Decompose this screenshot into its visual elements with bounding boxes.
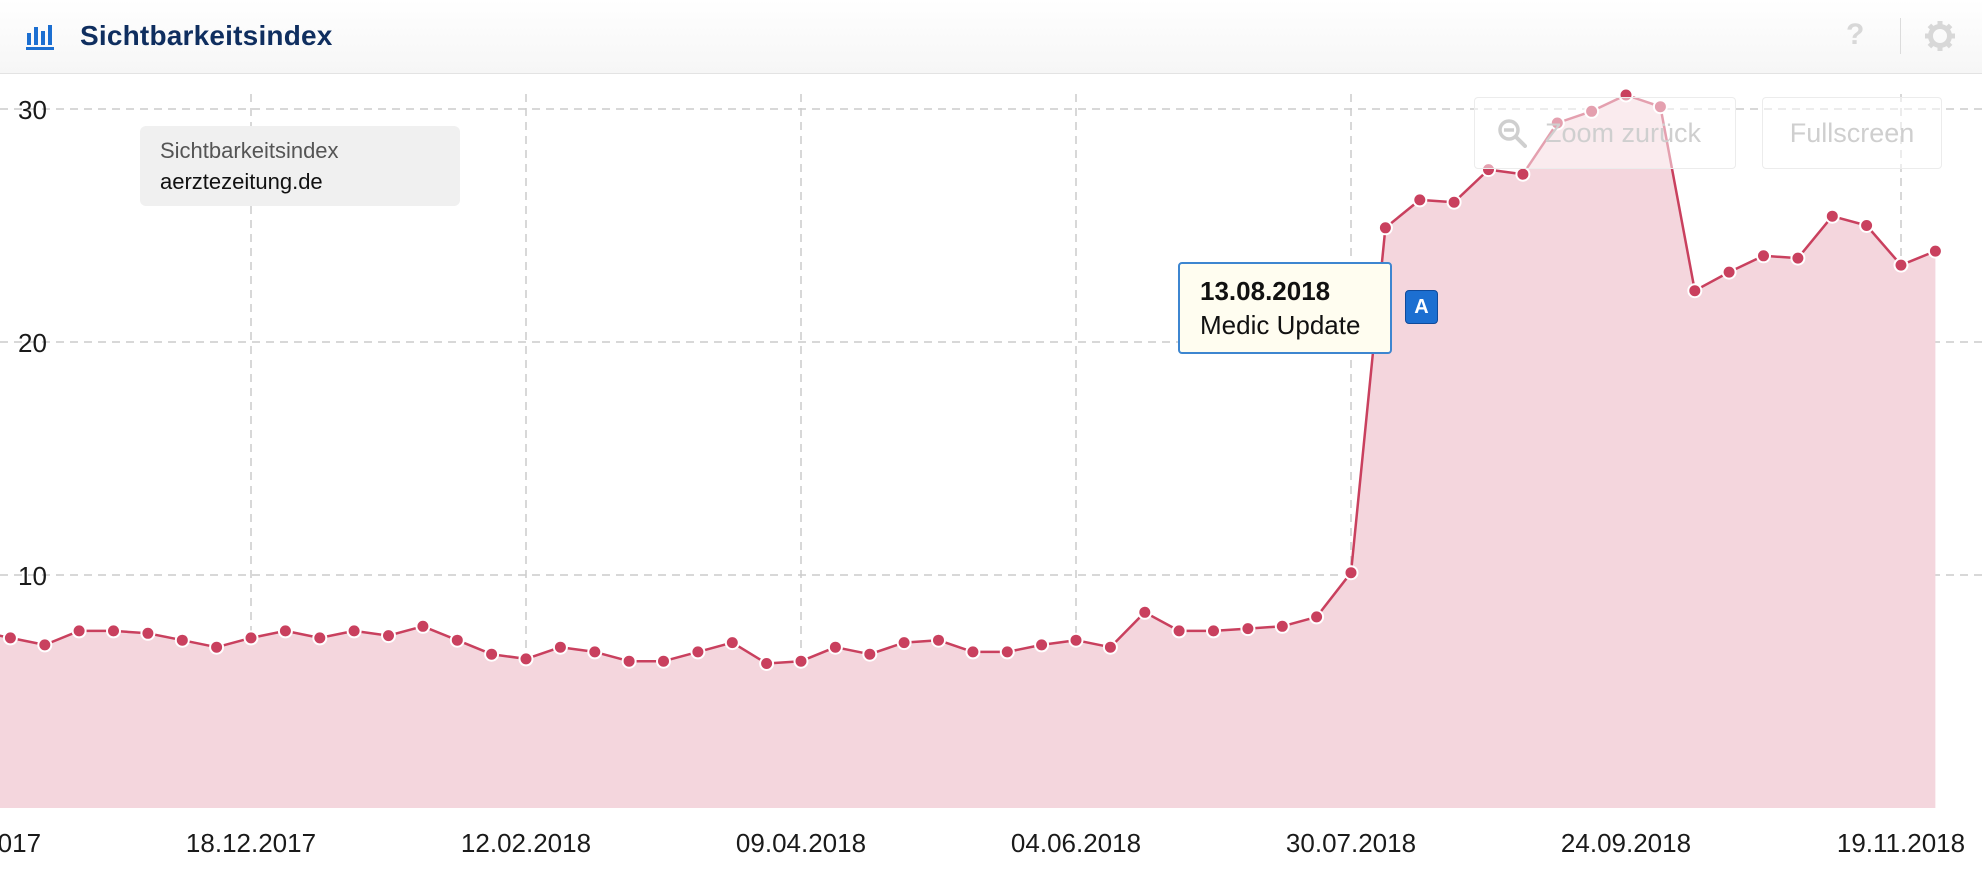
tick-labels: 10 20 30 23.10.2017 18.12.2017 12.02.2018 09.0… xyxy=(0,95,1965,858)
zoom-back-button[interactable]: Zoom zurück xyxy=(1474,97,1736,169)
x-tick-label: 09.04.2018 xyxy=(736,828,866,858)
data-point xyxy=(931,632,946,648)
x-tick-label: 30.07.2018 xyxy=(1286,828,1416,858)
data-point xyxy=(552,639,568,655)
data-point xyxy=(1446,194,1462,210)
data-point xyxy=(862,646,878,662)
data-point xyxy=(965,644,981,660)
data-point xyxy=(1102,639,1118,655)
data-point xyxy=(2,630,18,646)
x-tick-label: 23.10.2017 xyxy=(0,828,41,858)
data-point xyxy=(1034,637,1050,653)
data-point xyxy=(724,635,740,651)
data-point xyxy=(243,630,259,646)
data-point xyxy=(1790,250,1806,266)
data-point xyxy=(449,632,465,648)
fullscreen-button[interactable]: Fullscreen xyxy=(1762,97,1942,169)
data-point xyxy=(312,630,328,646)
data-point xyxy=(1893,257,1909,273)
data-point xyxy=(999,644,1015,660)
x-tick-label: 19.11.2018 xyxy=(1837,828,1965,858)
x-tick-label: 12.02.2018 xyxy=(461,828,591,858)
zoom-back-label: Zoom zurück xyxy=(1545,118,1702,148)
data-point xyxy=(827,639,843,655)
data-point xyxy=(1274,618,1290,634)
data-point xyxy=(381,628,396,644)
data-point xyxy=(1068,632,1084,648)
data-point xyxy=(1721,264,1737,280)
bar-chart-icon xyxy=(26,25,54,50)
data-point xyxy=(896,635,912,651)
data-point xyxy=(1206,623,1221,639)
data-point xyxy=(174,632,190,648)
data-point xyxy=(759,656,775,671)
info-box-title: Sichtbarkeitsindex xyxy=(160,138,339,163)
data-point xyxy=(1756,248,1771,264)
event-tooltip: 13.08.2018 Medic Update xyxy=(1178,262,1392,354)
data-point xyxy=(690,644,706,660)
data-point xyxy=(621,653,637,669)
data-point xyxy=(37,637,53,653)
data-point xyxy=(277,623,293,639)
data-point xyxy=(415,618,431,634)
chart-header: Sichtbarkeitsindex ? xyxy=(0,0,1982,74)
tooltip-label: Medic Update xyxy=(1200,310,1361,340)
data-point xyxy=(1137,604,1153,620)
data-point xyxy=(106,623,121,639)
fullscreen-label: Fullscreen xyxy=(1789,118,1915,148)
y-tick-label: 30 xyxy=(18,95,47,125)
data-point xyxy=(1515,166,1531,182)
data-point xyxy=(1927,243,1943,259)
x-tick-label: 04.06.2018 xyxy=(1011,828,1141,858)
data-point xyxy=(140,625,156,641)
event-flag[interactable]: A xyxy=(1405,290,1438,324)
data-point xyxy=(1412,192,1428,208)
data-point xyxy=(71,623,87,639)
data-point xyxy=(209,639,225,655)
data-point xyxy=(656,653,671,669)
y-tick-label: 10 xyxy=(18,561,47,591)
x-tick-label: 18.12.2017 xyxy=(186,828,316,858)
info-box-domain: aerztezeitung.de xyxy=(160,169,323,194)
page-title: Sichtbarkeitsindex xyxy=(80,20,333,51)
data-point xyxy=(1309,609,1325,625)
series-area xyxy=(0,95,1936,808)
data-point xyxy=(518,651,534,667)
zoom-out-icon xyxy=(1498,119,1527,148)
data-point xyxy=(1377,220,1393,236)
data-point xyxy=(1824,208,1840,224)
data-point xyxy=(1343,565,1359,581)
x-tick-label: 24.09.2018 xyxy=(1561,828,1691,858)
header-divider xyxy=(1900,18,1901,54)
data-point xyxy=(1171,623,1187,639)
y-tick-label: 20 xyxy=(18,328,47,358)
data-point xyxy=(484,646,500,662)
help-icon[interactable]: ? xyxy=(1846,18,1865,51)
data-point xyxy=(1859,218,1875,233)
tooltip-date: 13.08.2018 xyxy=(1200,276,1331,306)
data-point xyxy=(1687,283,1703,299)
series-info-box: Sichtbarkeitsindex aerztezeitung.de xyxy=(140,126,460,206)
data-point xyxy=(587,644,603,660)
area-layer xyxy=(0,95,1936,808)
data-point xyxy=(346,623,362,639)
data-point xyxy=(1240,621,1256,637)
gear-icon[interactable] xyxy=(1924,20,1956,52)
data-point xyxy=(793,653,809,669)
